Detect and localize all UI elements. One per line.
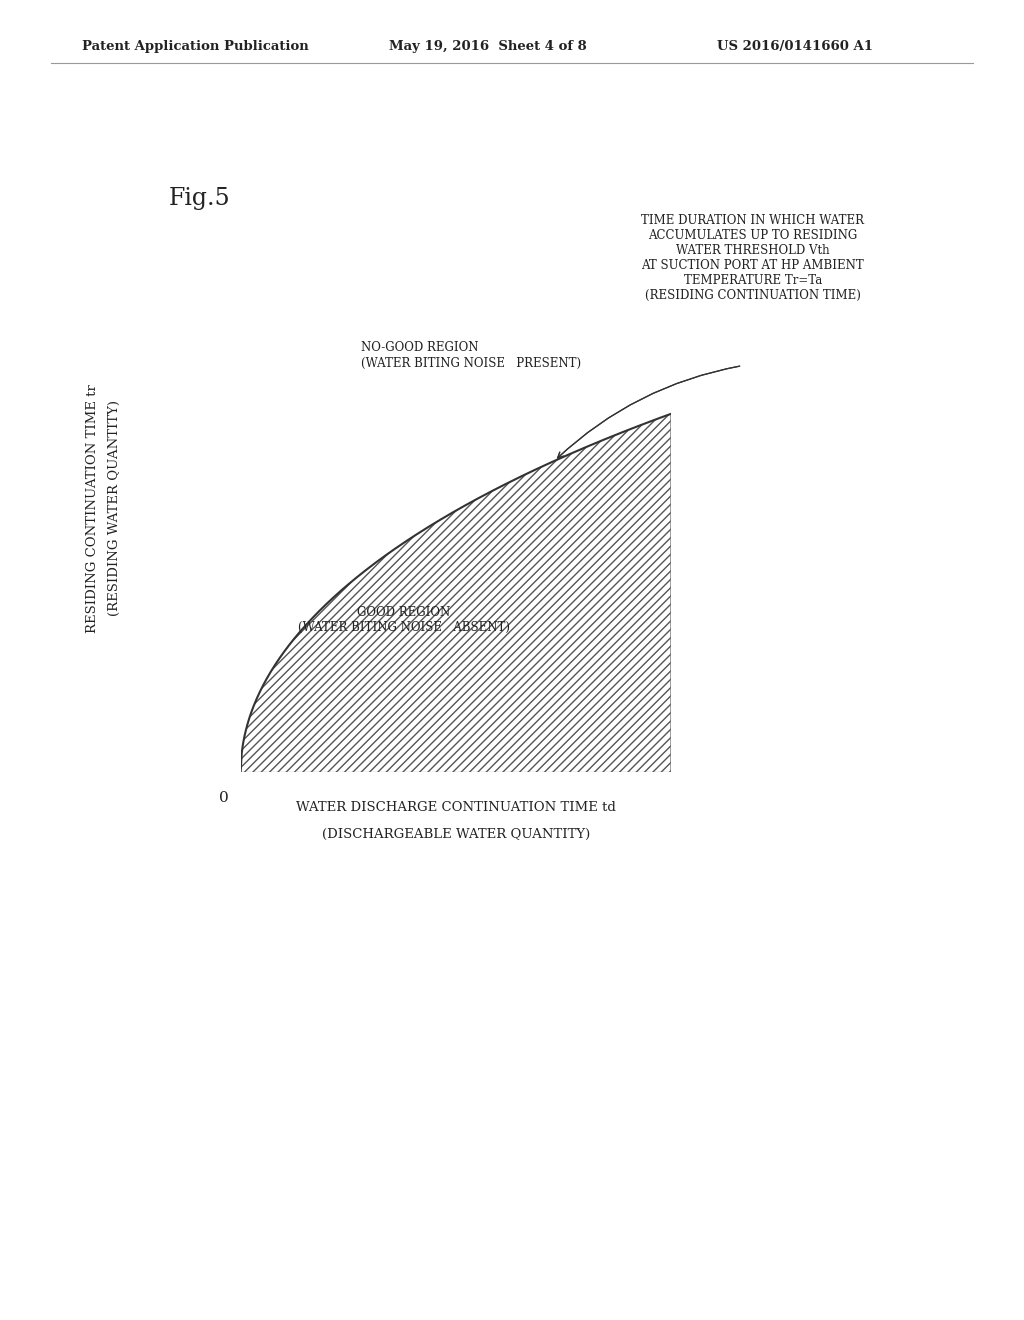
Text: Patent Application Publication: Patent Application Publication [82, 40, 308, 53]
Text: Fig.5: Fig.5 [169, 186, 230, 210]
Text: (RESIDING WATER QUANTITY): (RESIDING WATER QUANTITY) [109, 400, 121, 616]
Text: RESIDING CONTINUATION TIME tr: RESIDING CONTINUATION TIME tr [86, 384, 98, 632]
Text: NO-GOOD REGION
(WATER BITING NOISE   PRESENT): NO-GOOD REGION (WATER BITING NOISE PRESE… [361, 342, 582, 370]
Text: 0: 0 [218, 791, 228, 805]
Text: US 2016/0141660 A1: US 2016/0141660 A1 [717, 40, 872, 53]
Text: TIME DURATION IN WHICH WATER
ACCUMULATES UP TO RESIDING
WATER THRESHOLD Vth
AT S: TIME DURATION IN WHICH WATER ACCUMULATES… [641, 214, 864, 302]
Text: WATER DISCHARGE CONTINUATION TIME td: WATER DISCHARGE CONTINUATION TIME td [296, 801, 615, 814]
Text: May 19, 2016  Sheet 4 of 8: May 19, 2016 Sheet 4 of 8 [389, 40, 587, 53]
Text: (DISCHARGEABLE WATER QUANTITY): (DISCHARGEABLE WATER QUANTITY) [322, 828, 590, 841]
Text: GOOD REGION
(WATER BITING NOISE   ABSENT): GOOD REGION (WATER BITING NOISE ABSENT) [298, 606, 510, 634]
